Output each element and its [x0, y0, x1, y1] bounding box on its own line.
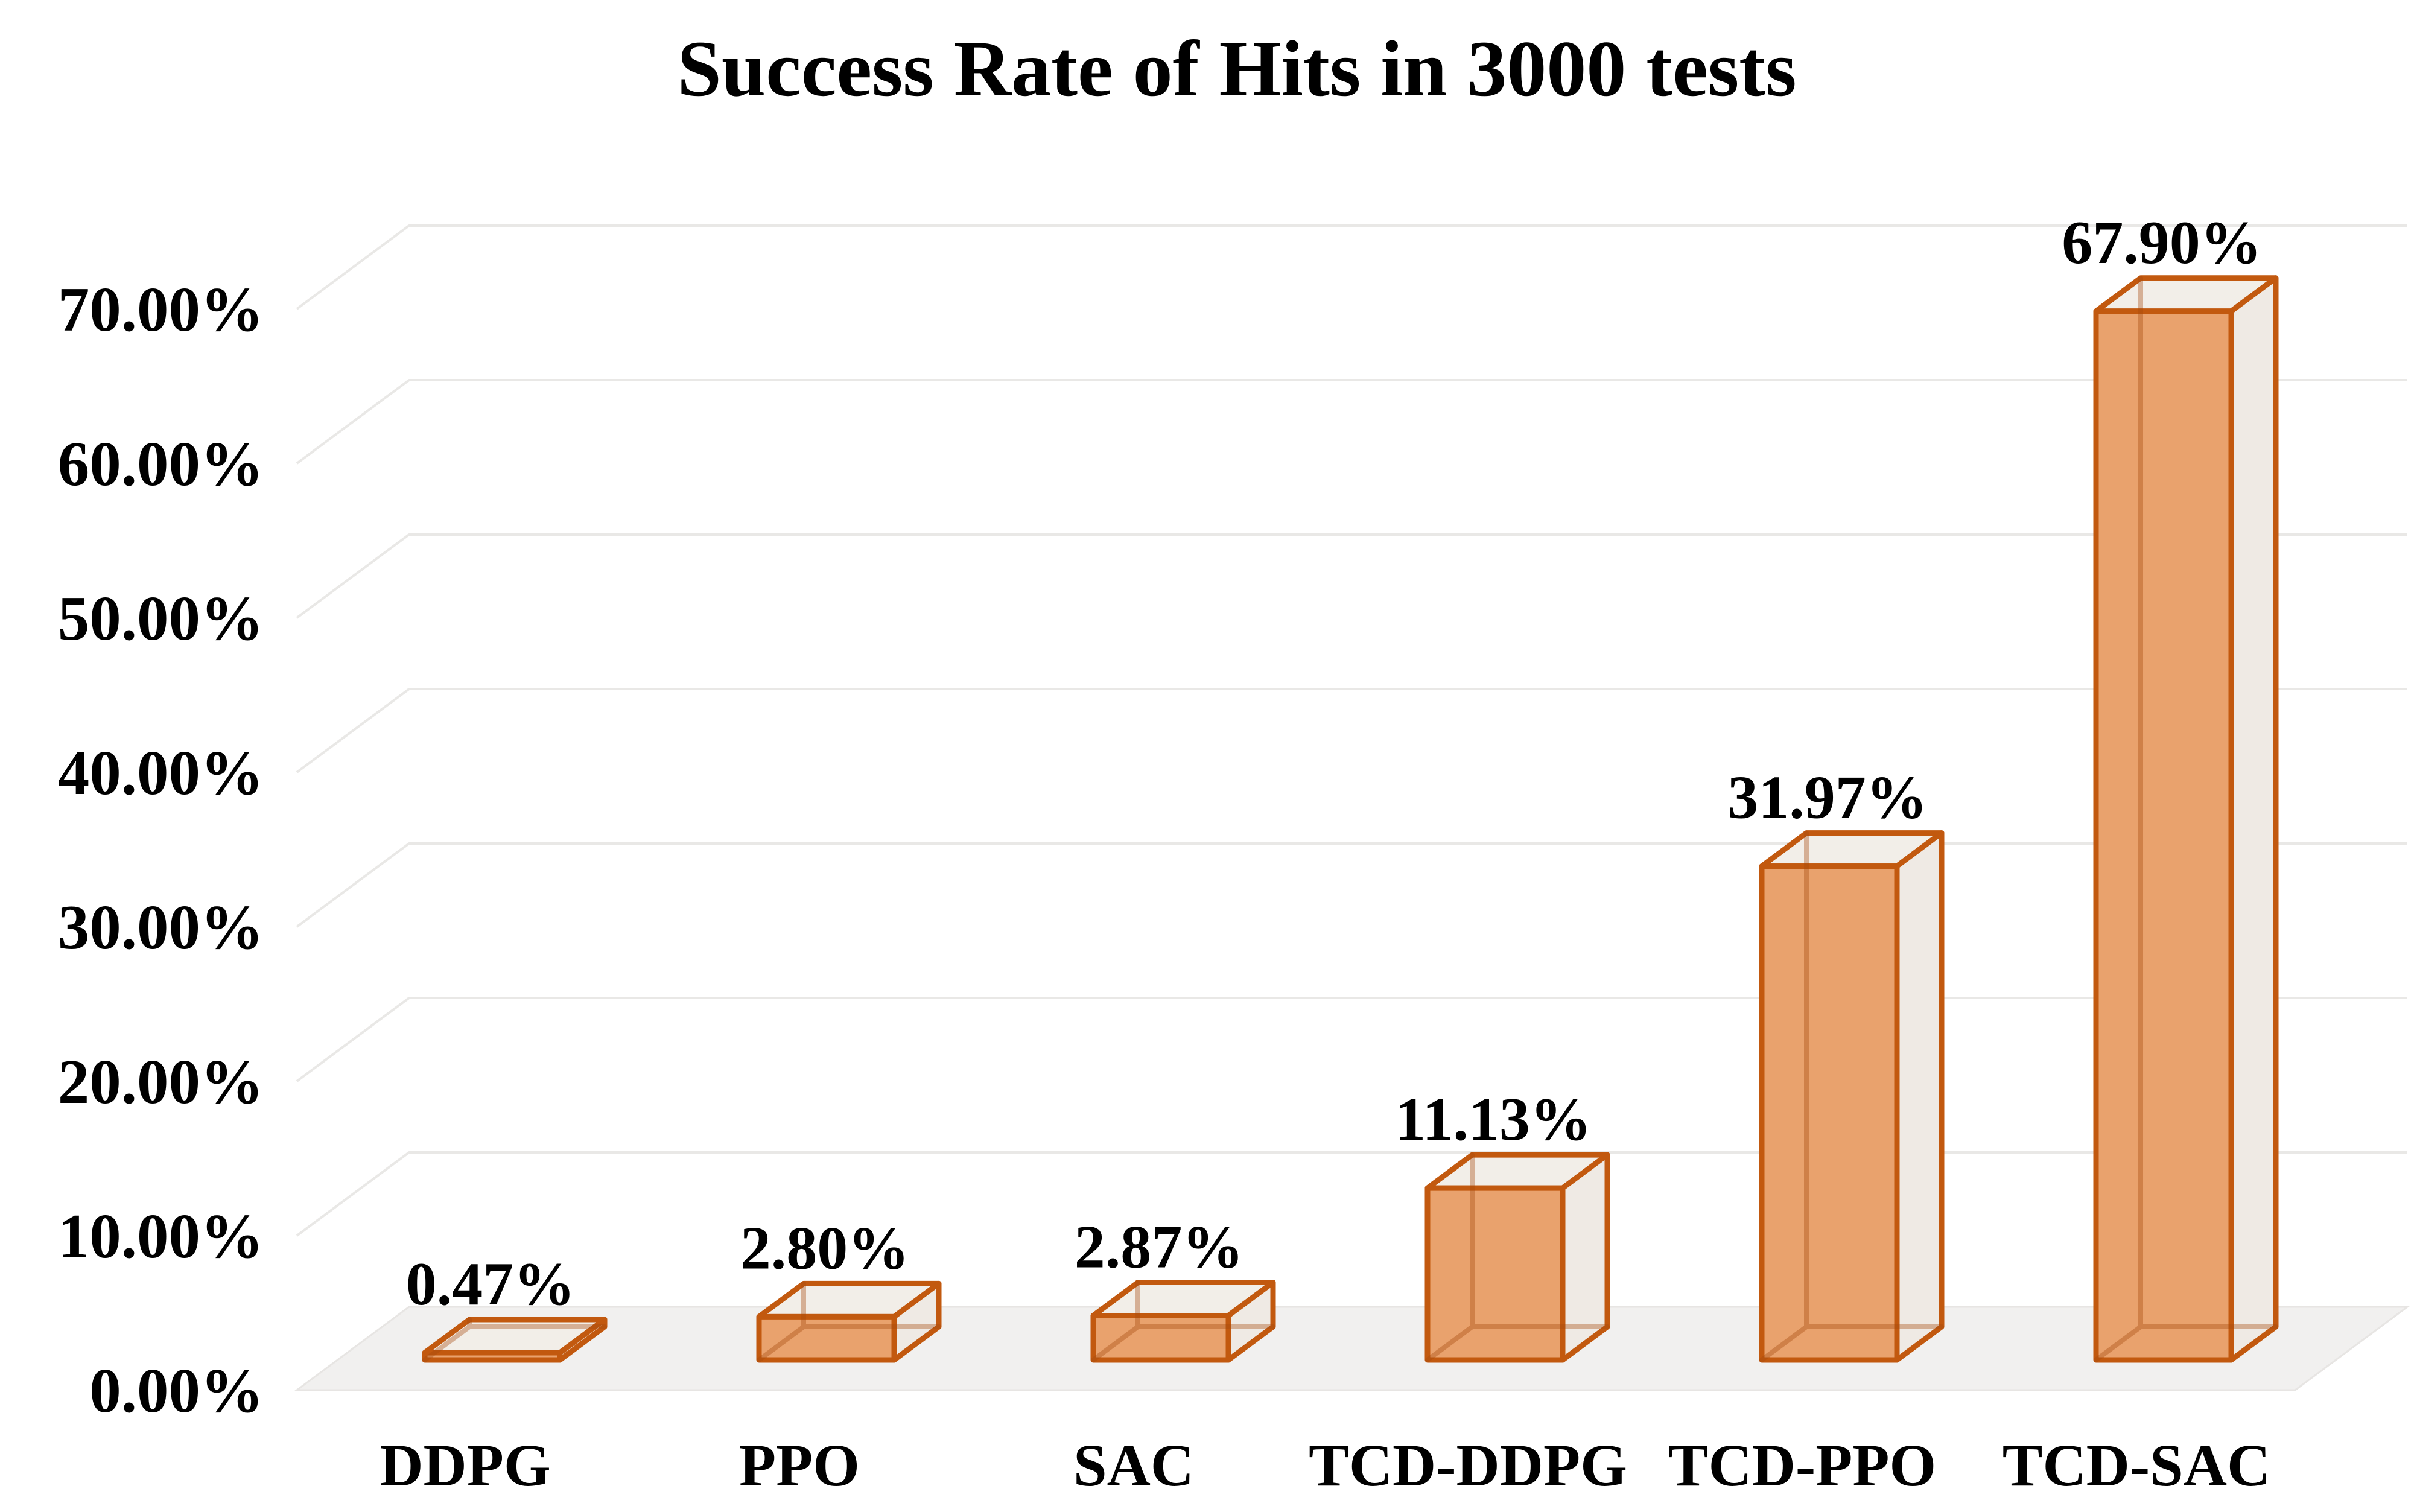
bar-TCD-DDPG — [1424, 1152, 1610, 1363]
x-cat-TCD-PPO: TCD-PPO — [1668, 1432, 1936, 1499]
data-label-PPO: 2.80% — [740, 1214, 910, 1282]
data-label-TCD-DDPG: 11.13% — [1395, 1085, 1592, 1154]
bar-side-face — [1560, 1152, 1610, 1363]
gridline-50 — [296, 533, 2407, 619]
y-tick-70: 70.00% — [58, 274, 264, 345]
bar-hidden-edges — [757, 1281, 941, 1362]
bar-front-face — [756, 1313, 897, 1363]
bar-hidden-edges — [1759, 830, 1944, 1362]
bar-side-face — [1894, 830, 1945, 1363]
x-cat-TCD-DDPG: TCD-DDPG — [1309, 1432, 1627, 1499]
y-tick-10: 10.00% — [58, 1201, 264, 1271]
y-tick-50: 50.00% — [58, 583, 264, 653]
bar-TCD-PPO — [1759, 830, 1945, 1363]
floor-plane — [294, 1306, 2410, 1391]
y-tick-60: 60.00% — [58, 428, 264, 499]
bar-TCD-SAC — [2093, 275, 2279, 1363]
data-label-DDPG: 0.47% — [406, 1250, 576, 1318]
data-labels: 0.47% 2.80% 2.87% 11.13% 31.97% 67.90% — [406, 209, 2262, 1318]
bar-front-face — [422, 1350, 563, 1363]
gridline-40 — [296, 688, 2407, 773]
gridlines — [296, 224, 2407, 1237]
x-cat-TCD-SAC: TCD-SAC — [2003, 1432, 2270, 1499]
y-tick-40: 40.00% — [58, 737, 264, 808]
data-label-SAC: 2.87% — [1075, 1213, 1244, 1282]
bar-PPO — [756, 1280, 942, 1363]
gridline-20 — [296, 997, 2407, 1082]
gridline-10 — [296, 1151, 2407, 1237]
gridline-30 — [296, 842, 2407, 928]
bar-hidden-edges — [2094, 275, 2278, 1362]
x-axis-labels: DDPG PPO SAC TCD-DDPG TCD-PPO TCD-SAC — [380, 1432, 2270, 1499]
bar-front-face — [1090, 1313, 1231, 1363]
bar-SAC — [1090, 1280, 1276, 1363]
chart-floor — [294, 1306, 2410, 1391]
x-cat-DDPG: DDPG — [380, 1432, 550, 1499]
chart-title: Success Rate of Hits in 3000 tests — [677, 24, 1796, 113]
bar-hidden-edges — [1425, 1152, 1610, 1362]
data-label-TCD-PPO: 31.97% — [1727, 764, 1928, 832]
gridline-60 — [296, 379, 2407, 465]
y-tick-20: 20.00% — [58, 1046, 264, 1117]
bar-side-face — [2228, 275, 2279, 1363]
bars — [422, 275, 2279, 1363]
bar-DDPG — [422, 1317, 608, 1363]
bar-front-face — [1424, 1185, 1566, 1363]
bar-front-face — [1759, 863, 1900, 1363]
data-label-TCD-SAC: 67.90% — [2062, 209, 2262, 277]
bar-hidden-edges — [1091, 1280, 1275, 1362]
x-cat-SAC: SAC — [1073, 1432, 1194, 1499]
x-cat-PPO: PPO — [739, 1432, 860, 1499]
gridline-70 — [296, 224, 2407, 310]
y-tick-0: 0.00% — [89, 1355, 264, 1426]
y-tick-30: 30.00% — [58, 892, 264, 962]
y-axis-labels: 0.00% 10.00% 20.00% 30.00% 40.00% 50.00% 60.00… — [58, 274, 264, 1426]
bar-hidden-edges — [422, 1317, 607, 1362]
bar-front-face — [2093, 308, 2234, 1363]
